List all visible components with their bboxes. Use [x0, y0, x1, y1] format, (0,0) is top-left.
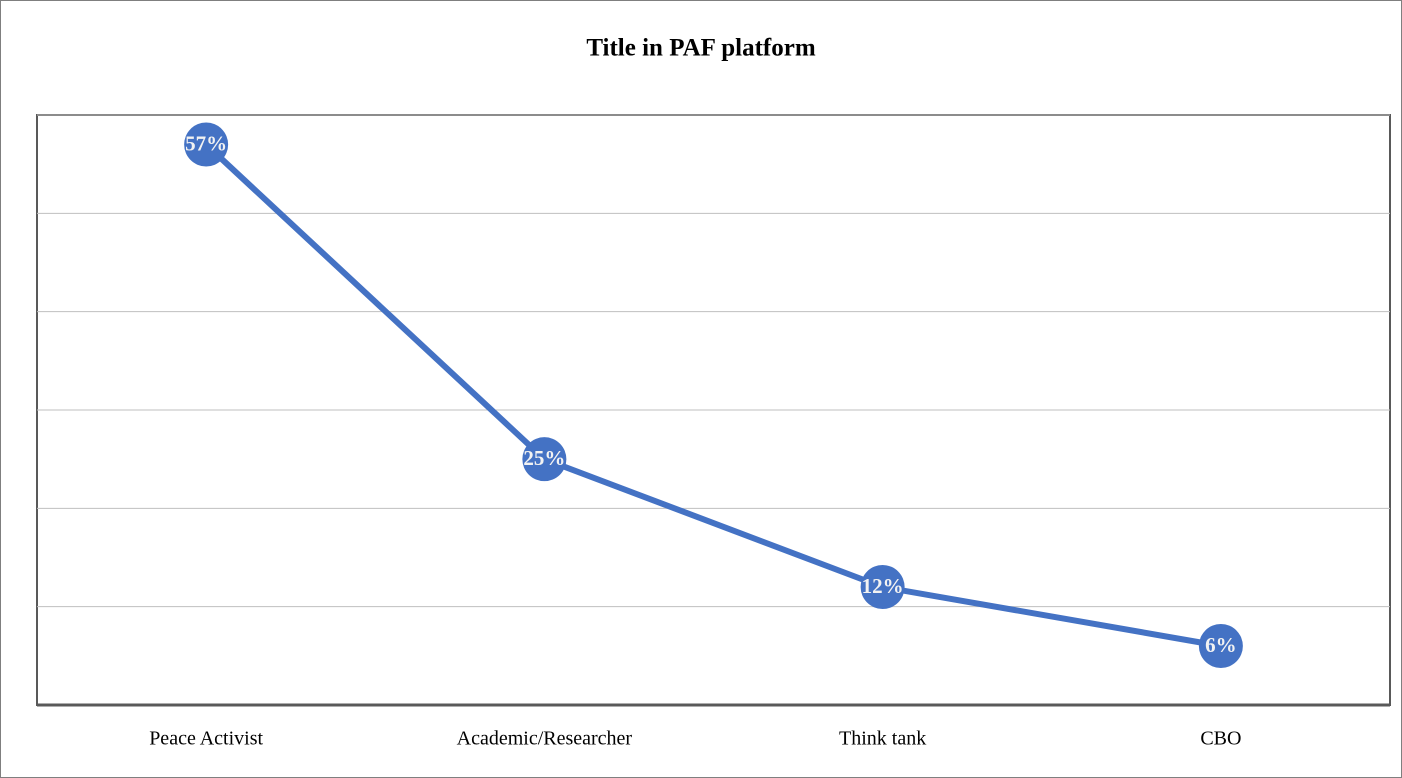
- data-label: 57%: [185, 131, 227, 155]
- x-tick-label: Academic/Researcher: [457, 728, 633, 750]
- marker: [1198, 624, 1243, 668]
- data-label: 25%: [523, 446, 565, 470]
- x-tick-label: Peace Activist: [149, 728, 263, 750]
- marker: [860, 565, 905, 609]
- chart-title: Title in PAF platform: [586, 35, 816, 62]
- data-label: 12%: [862, 574, 904, 598]
- marker: [522, 437, 567, 482]
- marker: [184, 122, 229, 167]
- x-tick-label: CBO: [1200, 728, 1241, 750]
- x-tick-label: Think tank: [839, 728, 926, 750]
- data-label: 6%: [1205, 633, 1237, 657]
- line: [204, 142, 1222, 649]
